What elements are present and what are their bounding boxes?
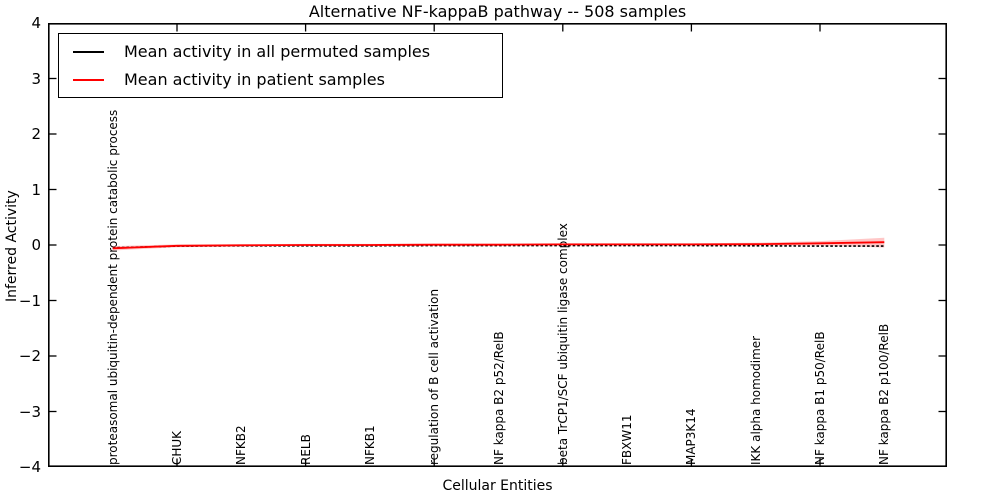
y-tick-label: −2 xyxy=(18,347,41,365)
legend: Mean activity in all permuted samples Me… xyxy=(58,33,503,98)
y-tick-label: 2 xyxy=(31,125,41,143)
legend-label-patient: Mean activity in patient samples xyxy=(124,70,385,89)
y-tick-label: 0 xyxy=(31,236,41,254)
patient-mean-line xyxy=(112,241,885,250)
plot-area xyxy=(48,23,947,467)
y-tick-label: 1 xyxy=(31,180,41,199)
chart-title: Alternative NF-kappaB pathway -- 508 sam… xyxy=(308,2,687,21)
y-tick-label: −1 xyxy=(18,291,41,310)
y-tick-label: −4 xyxy=(18,458,41,476)
y-tick-label: 3 xyxy=(31,69,41,88)
patient-line-swatch xyxy=(73,78,104,81)
legend-item-patient: Mean activity in patient samples xyxy=(73,69,502,91)
y-tick-label: −3 xyxy=(18,402,41,421)
legend-label-permuted: Mean activity in all permuted samples xyxy=(124,42,431,61)
legend-item-permuted: Mean activity in all permuted samples xyxy=(73,41,502,63)
permuted-line-swatch xyxy=(73,50,104,53)
axes-frame xyxy=(48,23,947,467)
y-tick-label: 4 xyxy=(31,14,41,32)
x-axis-title: Cellular Entities xyxy=(442,478,553,494)
